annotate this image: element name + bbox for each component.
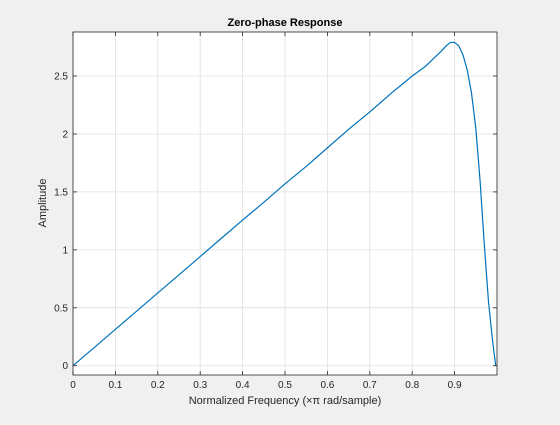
series-layer (72, 41, 497, 367)
y-tick-label: 0.5 (54, 303, 68, 314)
x-tick-label: 0.6 (320, 380, 334, 391)
x-axis-label: Normalized Frequency (×π rad/sample) (189, 395, 382, 407)
y-tick-label: 1 (62, 245, 68, 256)
tick-labels: 0 0.1 0.2 0.3 0.4 0.5 0.6 0.7 0.8 0.9 0 0.5 1 1.5 2 2.5 (54, 72, 462, 391)
x-tick-label: 0 (70, 380, 76, 391)
y-axis-label: Amplitude (37, 179, 49, 228)
tick-marks (72, 32, 497, 375)
x-tick-label: 0.8 (405, 380, 419, 391)
y-tick-label: 2 (62, 129, 68, 140)
y-tick-label: 2.5 (54, 72, 68, 83)
x-tick-label: 0.4 (236, 380, 250, 391)
x-tick-label: 0.5 (278, 380, 292, 391)
y-tick-label: 1.5 (54, 187, 68, 198)
grid-lines (72, 32, 497, 375)
response-line (72, 41, 497, 367)
x-tick-label: 0.2 (151, 380, 165, 391)
x-tick-label: 0.1 (108, 380, 122, 391)
x-tick-label: 0.3 (193, 380, 207, 391)
chart-title: Zero-phase Response (228, 17, 343, 29)
y-tick-label: 0 (62, 361, 68, 372)
x-tick-label: 0.7 (363, 380, 377, 391)
x-tick-label: 0.9 (448, 380, 462, 391)
